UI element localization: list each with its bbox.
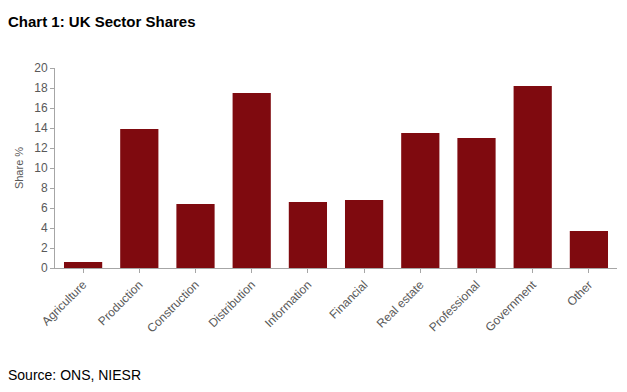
svg-text:Chart 1: UK Sector Shares: Chart 1: UK Sector Shares — [8, 13, 196, 30]
svg-text:0: 0 — [41, 261, 48, 275]
svg-text:Construction: Construction — [144, 278, 202, 336]
svg-text:Distribution: Distribution — [206, 278, 258, 330]
svg-text:Source: ONS, NIESR: Source: ONS, NIESR — [8, 367, 141, 383]
svg-text:2: 2 — [41, 241, 48, 255]
svg-text:Agriculture: Agriculture — [39, 278, 90, 329]
svg-text:Financial: Financial — [327, 278, 371, 322]
svg-text:Government: Government — [482, 277, 539, 334]
svg-text:8: 8 — [41, 181, 48, 195]
svg-text:6: 6 — [41, 201, 48, 215]
svg-text:10: 10 — [34, 161, 48, 175]
svg-text:16: 16 — [34, 101, 48, 115]
svg-text:14: 14 — [34, 121, 48, 135]
svg-text:4: 4 — [41, 221, 48, 235]
svg-text:20: 20 — [34, 61, 48, 75]
svg-text:Information: Information — [262, 278, 314, 330]
svg-text:18: 18 — [34, 81, 48, 95]
svg-text:Professional: Professional — [426, 278, 483, 335]
svg-text:Production: Production — [95, 278, 145, 328]
svg-text:12: 12 — [34, 141, 48, 155]
svg-text:Other: Other — [564, 278, 595, 309]
svg-text:Share %: Share % — [13, 147, 25, 189]
svg-text:Real estate: Real estate — [374, 278, 427, 331]
